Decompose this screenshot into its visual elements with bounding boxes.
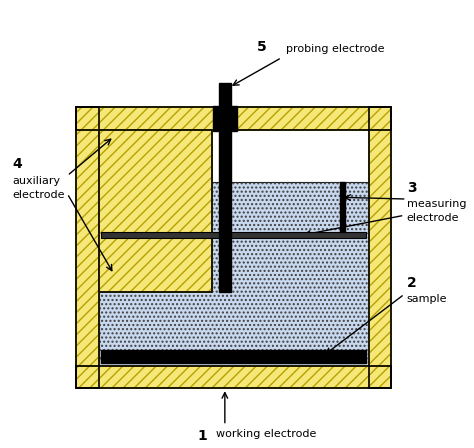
Text: sample: sample xyxy=(407,294,447,304)
Text: 4: 4 xyxy=(12,157,22,172)
Bar xyxy=(99,182,369,366)
Bar xyxy=(76,366,392,388)
Bar xyxy=(213,106,237,131)
Bar xyxy=(369,107,392,388)
Text: 5: 5 xyxy=(257,40,266,55)
Bar xyxy=(76,107,392,130)
Text: probing electrode: probing electrode xyxy=(286,44,385,55)
Bar xyxy=(99,182,369,366)
Text: working electrode: working electrode xyxy=(216,429,317,439)
Text: electrode: electrode xyxy=(12,190,65,200)
Bar xyxy=(76,107,99,388)
Bar xyxy=(219,83,231,107)
Bar xyxy=(369,107,392,388)
Text: 1: 1 xyxy=(198,429,207,443)
Bar xyxy=(76,366,392,388)
Bar xyxy=(99,130,212,292)
Bar xyxy=(99,130,212,292)
Text: measuring: measuring xyxy=(407,198,466,209)
Text: 3: 3 xyxy=(407,181,416,195)
Bar xyxy=(101,350,366,363)
Bar xyxy=(219,130,231,292)
Text: auxiliary: auxiliary xyxy=(12,176,61,186)
Text: 2: 2 xyxy=(407,276,417,290)
Bar xyxy=(76,107,392,130)
Bar xyxy=(101,233,366,238)
Bar xyxy=(340,182,345,233)
Text: electrode: electrode xyxy=(407,213,459,223)
Bar xyxy=(76,107,99,388)
